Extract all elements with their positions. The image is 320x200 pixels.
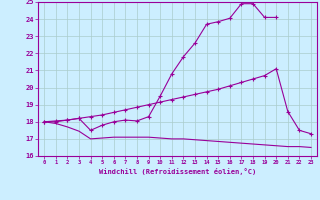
X-axis label: Windchill (Refroidissement éolien,°C): Windchill (Refroidissement éolien,°C) bbox=[99, 168, 256, 175]
